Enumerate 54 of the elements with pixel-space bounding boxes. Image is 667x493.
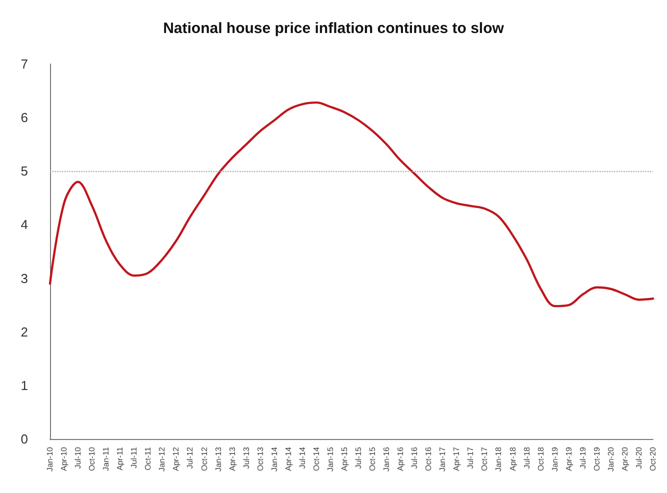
x-tick-label: Oct-17 xyxy=(480,446,490,472)
x-tick-label: Apr-14 xyxy=(284,446,293,472)
y-tick-label: 2 xyxy=(20,324,28,340)
x-tick-label: Oct-10 xyxy=(88,446,97,472)
x-tick-label: Jan-18 xyxy=(494,446,504,472)
x-tick-label: Jul-20 xyxy=(634,446,644,469)
x-tick-label: Oct-11 xyxy=(144,446,153,470)
y-tick-label: 1 xyxy=(20,378,28,393)
x-tick-label: Jul-11 xyxy=(130,446,139,468)
x-tick-label: Apr-11 xyxy=(116,446,125,470)
line-series xyxy=(48,101,654,308)
x-tick-label: Jan-11 xyxy=(102,446,111,471)
x-tick-label: Apr-20 xyxy=(620,446,630,472)
x-tick-label: Apr-12 xyxy=(172,446,181,472)
x-tick-label: Jan-14 xyxy=(270,446,279,472)
x-tick-label: Oct-18 xyxy=(536,446,546,472)
x-tick-label: Apr-10 xyxy=(60,446,69,472)
x-tick-label: Jul-10 xyxy=(74,446,83,469)
chart-title: National house price inflation continues to slow xyxy=(163,20,504,37)
x-tick-label: Jul-16 xyxy=(410,446,420,469)
y-tick-label: 5 xyxy=(20,164,28,179)
x-tick-label: Apr-16 xyxy=(396,446,406,472)
x-tick-label: Oct-19 xyxy=(592,446,602,472)
x-tick-label: Oct-13 xyxy=(256,446,265,472)
y-tick-label: 4 xyxy=(20,217,28,232)
x-tick-label: Jan-10 xyxy=(46,446,54,472)
x-tick-label: Apr-13 xyxy=(228,446,237,472)
x-tick-label: Apr-18 xyxy=(508,446,518,472)
y-tick-label: 0 xyxy=(20,432,28,446)
x-tick-label: Oct-12 xyxy=(200,446,209,472)
x-tick-label: Apr-19 xyxy=(564,446,574,472)
x-tick-label: Apr-15 xyxy=(340,446,349,472)
x-tick-label: Jan-19 xyxy=(550,446,560,472)
x-tick-label: Jul-17 xyxy=(466,446,476,469)
y-tick-label: 7 xyxy=(20,56,28,72)
x-tick-label: Jan-13 xyxy=(214,446,223,472)
x-tick-label: Jul-13 xyxy=(242,446,251,469)
x-tick-label: Jan-12 xyxy=(158,446,167,472)
y-tick-label: 3 xyxy=(20,270,28,286)
x-tick-label: Jul-12 xyxy=(186,446,195,469)
x-tick-label: Apr-17 xyxy=(452,446,462,472)
x-tick-label: Jul-15 xyxy=(354,446,364,469)
x-tick-label: Oct-16 xyxy=(424,446,434,472)
y-tick-label: 6 xyxy=(20,110,28,126)
x-tick-label: Jul-14 xyxy=(298,446,307,469)
x-tick-label: Jul-18 xyxy=(522,446,532,469)
x-tick-label: Jan-16 xyxy=(382,446,392,472)
x-tick-label: Jul-19 xyxy=(578,446,588,469)
x-tick-label: Jan-20 xyxy=(606,446,616,472)
x-tick-label: Oct-20 xyxy=(648,446,658,472)
x-tick-label: Oct-14 xyxy=(312,446,321,472)
x-tick-label: Oct-15 xyxy=(368,446,378,472)
x-tick-label: Jan-15 xyxy=(326,446,335,472)
x-tick-label: Jan-17 xyxy=(438,446,448,472)
